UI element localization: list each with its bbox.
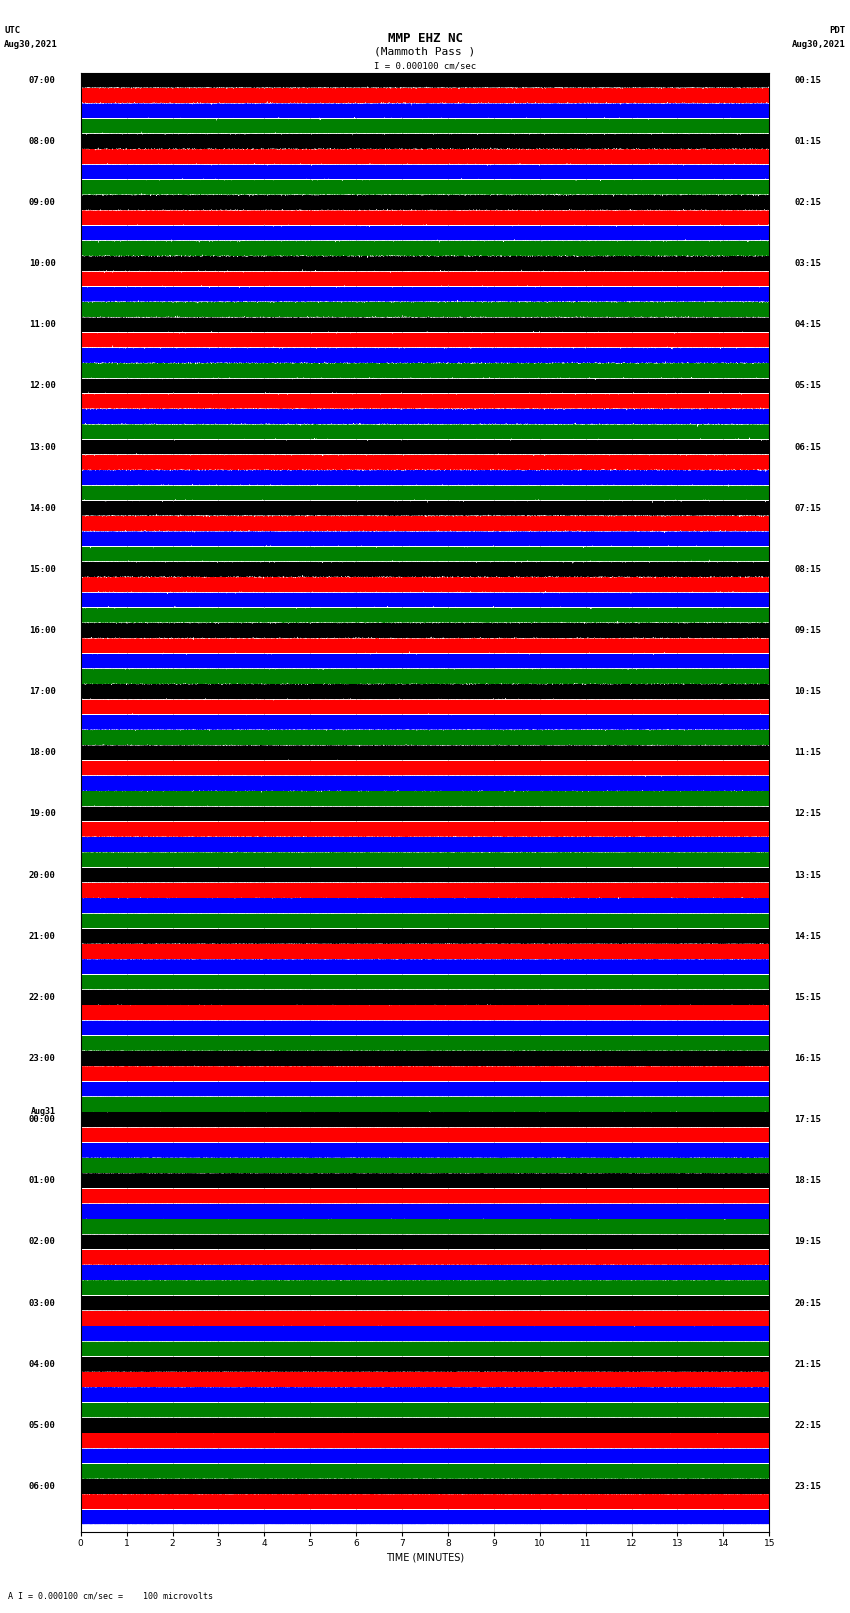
- Text: Aug31: Aug31: [31, 1107, 55, 1116]
- Text: 01:15: 01:15: [795, 137, 821, 145]
- Text: 19:15: 19:15: [795, 1237, 821, 1247]
- Text: 11:15: 11:15: [795, 748, 821, 756]
- Text: 06:15: 06:15: [795, 442, 821, 452]
- Text: 22:15: 22:15: [795, 1421, 821, 1429]
- Text: 18:00: 18:00: [29, 748, 55, 756]
- Text: 16:15: 16:15: [795, 1053, 821, 1063]
- Text: 02:00: 02:00: [29, 1237, 55, 1247]
- Text: 00:15: 00:15: [795, 76, 821, 85]
- Text: 00:00: 00:00: [29, 1115, 55, 1124]
- Text: 08:15: 08:15: [795, 565, 821, 574]
- Text: 19:00: 19:00: [29, 810, 55, 818]
- Text: 09:15: 09:15: [795, 626, 821, 636]
- X-axis label: TIME (MINUTES): TIME (MINUTES): [386, 1552, 464, 1563]
- Text: 15:00: 15:00: [29, 565, 55, 574]
- Text: 07:15: 07:15: [795, 503, 821, 513]
- Text: 21:00: 21:00: [29, 932, 55, 940]
- Text: 17:15: 17:15: [795, 1115, 821, 1124]
- Text: 14:15: 14:15: [795, 932, 821, 940]
- Text: 12:15: 12:15: [795, 810, 821, 818]
- Text: 16:00: 16:00: [29, 626, 55, 636]
- Text: (Mammoth Pass ): (Mammoth Pass ): [374, 47, 476, 56]
- Text: 12:00: 12:00: [29, 381, 55, 390]
- Text: A I = 0.000100 cm/sec =    100 microvolts: A I = 0.000100 cm/sec = 100 microvolts: [8, 1590, 213, 1600]
- Text: 11:00: 11:00: [29, 321, 55, 329]
- Text: 20:15: 20:15: [795, 1298, 821, 1308]
- Text: 13:15: 13:15: [795, 871, 821, 879]
- Text: 10:00: 10:00: [29, 260, 55, 268]
- Text: UTC: UTC: [4, 26, 20, 35]
- Text: 22:00: 22:00: [29, 994, 55, 1002]
- Text: 09:00: 09:00: [29, 198, 55, 206]
- Text: 06:00: 06:00: [29, 1482, 55, 1490]
- Text: 07:00: 07:00: [29, 76, 55, 85]
- Text: 17:00: 17:00: [29, 687, 55, 697]
- Text: 23:15: 23:15: [795, 1482, 821, 1490]
- Text: I = 0.000100 cm/sec: I = 0.000100 cm/sec: [374, 61, 476, 71]
- Text: PDT: PDT: [830, 26, 846, 35]
- Text: 23:00: 23:00: [29, 1053, 55, 1063]
- Text: 08:00: 08:00: [29, 137, 55, 145]
- Text: 04:00: 04:00: [29, 1360, 55, 1369]
- Text: MMP EHZ NC: MMP EHZ NC: [388, 32, 462, 45]
- Text: 03:15: 03:15: [795, 260, 821, 268]
- Text: 05:15: 05:15: [795, 381, 821, 390]
- Text: Aug30,2021: Aug30,2021: [4, 40, 58, 50]
- Text: 13:00: 13:00: [29, 442, 55, 452]
- Text: 15:15: 15:15: [795, 994, 821, 1002]
- Text: 14:00: 14:00: [29, 503, 55, 513]
- Text: 03:00: 03:00: [29, 1298, 55, 1308]
- Text: 10:15: 10:15: [795, 687, 821, 697]
- Text: 20:00: 20:00: [29, 871, 55, 879]
- Text: 18:15: 18:15: [795, 1176, 821, 1186]
- Text: 05:00: 05:00: [29, 1421, 55, 1429]
- Text: 04:15: 04:15: [795, 321, 821, 329]
- Text: 02:15: 02:15: [795, 198, 821, 206]
- Text: 01:00: 01:00: [29, 1176, 55, 1186]
- Text: 21:15: 21:15: [795, 1360, 821, 1369]
- Text: Aug30,2021: Aug30,2021: [792, 40, 846, 50]
